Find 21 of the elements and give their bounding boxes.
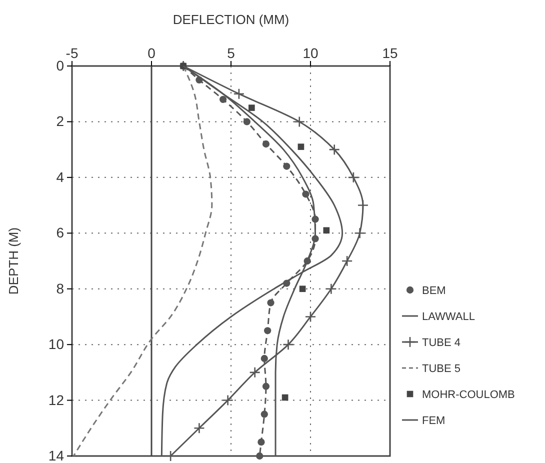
x-tick-label: 10 <box>302 45 318 61</box>
y-tick-label: 4 <box>56 168 64 185</box>
y-tick-label: 0 <box>56 57 64 74</box>
x-axis-title: DEFLECTION (MM) <box>172 12 290 27</box>
legend-label: FEM <box>422 415 446 427</box>
y-tick-label: 14 <box>48 447 64 463</box>
y-tick-label: 6 <box>56 224 64 241</box>
x-tick-label: 15 <box>382 45 398 61</box>
x-tick-label: 5 <box>227 45 236 61</box>
legend-label: LAWWALL <box>422 311 475 323</box>
y-tick-label: 2 <box>56 113 64 130</box>
x-tick-label: 0 <box>148 45 156 61</box>
legend-label: BEM <box>422 285 446 297</box>
legend-label: TUBE 4 <box>422 337 461 349</box>
legend-label: MOHR-COULOMB <box>422 389 515 401</box>
y-tick-label: 12 <box>48 392 64 408</box>
x-tick-label: -5 <box>66 45 78 61</box>
legend-label: TUBE 5 <box>422 363 461 375</box>
y-tick-label: 8 <box>56 280 64 296</box>
y-axis-title: DEPTH (M) <box>6 227 21 295</box>
y-tick-label: 10 <box>48 336 64 352</box>
